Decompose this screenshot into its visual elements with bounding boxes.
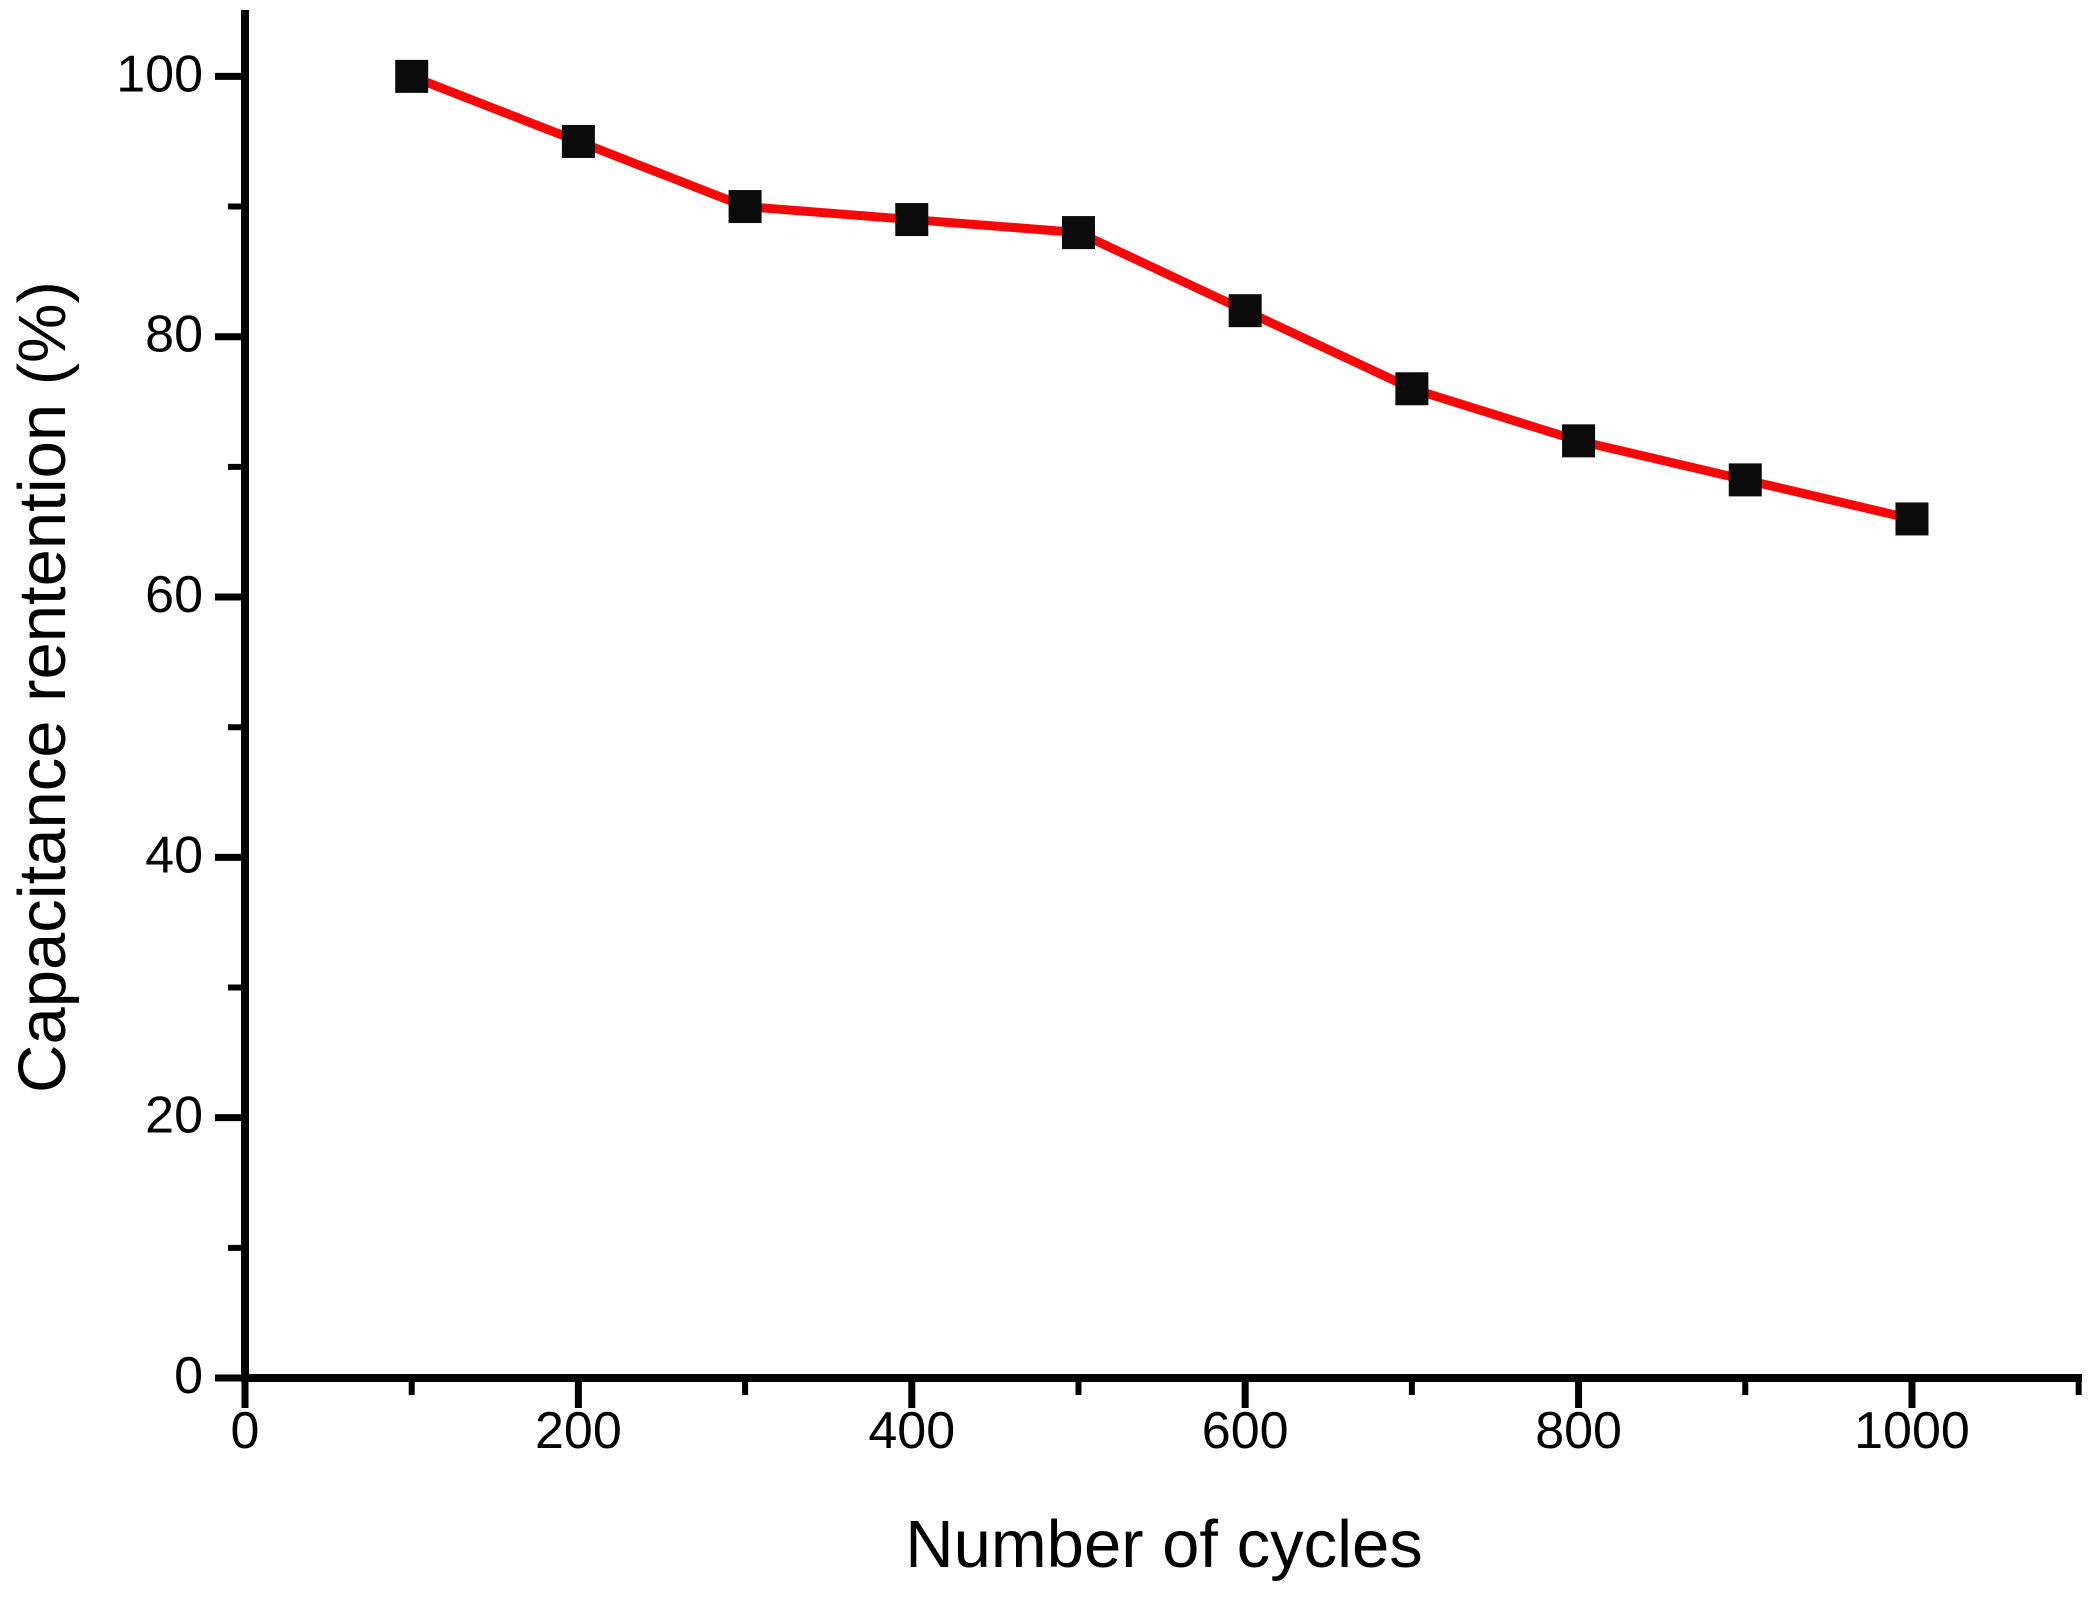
y-tick-label: 0 [174,1347,203,1405]
data-point-marker [1562,424,1596,458]
data-point-marker [1895,502,1929,536]
data-point-marker [895,203,929,237]
x-tick-label: 0 [231,1402,260,1460]
x-tick-label: 400 [868,1402,955,1460]
data-point-marker [1228,294,1262,328]
x-tick-label: 600 [1202,1402,1289,1460]
y-tick-label: 60 [145,566,203,624]
data-point-marker [1061,216,1095,250]
x-tick-label: 800 [1535,1402,1622,1460]
data-point-marker [1395,372,1429,406]
data-point-marker [1728,463,1762,497]
y-tick-label: 80 [145,306,203,364]
data-point-marker [395,59,429,93]
series-line [410,72,1913,524]
x-tick-label: 200 [535,1402,622,1460]
data-point-marker [728,190,762,224]
data-point-marker [561,124,595,158]
y-tick-label: 40 [145,826,203,884]
x-tick-label: 1000 [1854,1402,1970,1460]
y-tick-label: 20 [145,1087,203,1145]
y-tick-label: 100 [116,45,203,103]
y-axis-title: Capacitance rentention (%) [5,281,81,1093]
x-axis-title: Number of cycles [905,1507,1423,1583]
